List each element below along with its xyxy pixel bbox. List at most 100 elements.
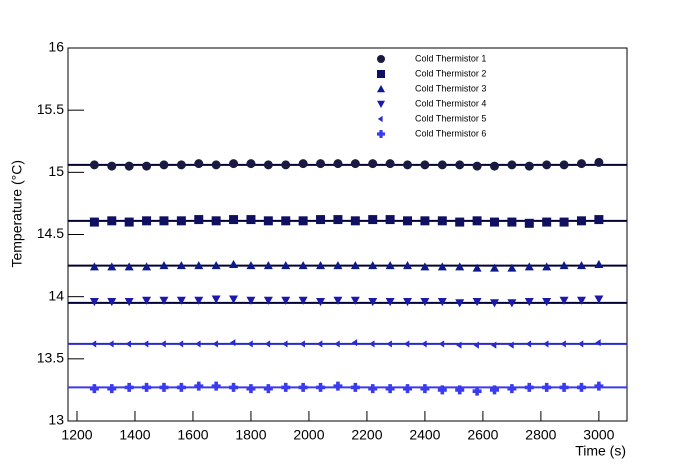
marker — [437, 160, 447, 170]
marker — [89, 384, 99, 394]
marker — [576, 159, 586, 169]
marker — [159, 382, 169, 392]
marker — [229, 295, 239, 304]
marker — [576, 382, 586, 392]
marker — [403, 261, 413, 270]
marker — [229, 382, 239, 392]
marker — [559, 261, 569, 270]
marker — [559, 217, 569, 227]
marker — [594, 259, 604, 268]
marker — [489, 263, 499, 272]
legend-marker — [377, 85, 385, 93]
marker — [281, 216, 291, 226]
marker — [489, 385, 499, 395]
x-tick-label: 1600 — [177, 427, 208, 443]
marker — [281, 296, 291, 305]
marker — [456, 341, 462, 349]
y-tick-label: 15.5 — [37, 101, 64, 117]
marker — [576, 216, 586, 226]
marker — [437, 298, 447, 307]
y-axis-title: Temperature (°C) — [9, 160, 25, 268]
marker — [177, 340, 184, 348]
marker — [125, 340, 131, 348]
marker — [350, 216, 360, 226]
legend-label: Cold Thermistor 4 — [415, 98, 486, 108]
marker — [368, 159, 378, 169]
marker — [142, 216, 152, 226]
marker — [124, 262, 134, 271]
marker — [264, 340, 271, 348]
marker — [455, 160, 465, 170]
marker — [176, 296, 186, 305]
marker — [108, 340, 114, 348]
marker — [403, 298, 413, 307]
marker — [124, 217, 134, 227]
marker — [107, 298, 117, 307]
marker — [437, 262, 447, 271]
x-tick-label: 3000 — [583, 427, 614, 443]
marker — [507, 217, 517, 227]
y-tick-label: 13 — [48, 412, 64, 428]
marker — [420, 298, 430, 307]
marker — [263, 160, 273, 170]
x-axis-title: Time (s) — [575, 443, 626, 459]
marker — [369, 340, 375, 348]
marker — [385, 159, 395, 169]
marker — [403, 340, 410, 348]
marker — [160, 340, 166, 348]
marker — [334, 340, 340, 348]
marker — [594, 295, 604, 304]
marker — [333, 381, 343, 391]
marker — [351, 339, 358, 347]
legend-marker — [377, 70, 385, 78]
marker — [350, 382, 360, 392]
marker — [507, 263, 517, 272]
marker — [107, 161, 117, 171]
marker — [473, 341, 479, 349]
marker — [543, 340, 549, 348]
marker — [576, 296, 586, 305]
marker — [525, 340, 532, 348]
marker — [542, 382, 552, 392]
marker — [176, 216, 186, 226]
marker — [89, 298, 99, 307]
marker — [333, 261, 343, 270]
marker — [507, 160, 517, 170]
marker — [368, 261, 378, 270]
marker — [298, 216, 308, 226]
marker — [472, 298, 482, 307]
marker — [89, 217, 99, 227]
marker — [298, 382, 308, 392]
marker — [194, 381, 204, 391]
marker — [385, 384, 395, 394]
marker — [489, 299, 499, 308]
marker — [385, 298, 395, 307]
marker — [472, 386, 482, 396]
marker — [524, 161, 534, 171]
marker — [403, 384, 413, 394]
marker — [263, 384, 273, 394]
y-tick-label: 13.5 — [37, 350, 64, 366]
x-tick-label: 2200 — [351, 427, 382, 443]
marker — [472, 161, 482, 171]
marker — [176, 261, 186, 270]
marker — [229, 259, 239, 268]
marker — [333, 296, 343, 305]
marker — [159, 296, 169, 305]
marker — [420, 160, 430, 170]
x-tick-label: 1400 — [119, 427, 150, 443]
marker — [542, 217, 552, 227]
marker — [368, 215, 378, 225]
marker — [159, 261, 169, 270]
marker — [194, 296, 204, 305]
x-tick-label: 2600 — [467, 427, 498, 443]
marker — [298, 159, 308, 169]
marker — [559, 296, 569, 305]
legend-marker — [377, 100, 385, 108]
marker — [246, 261, 256, 270]
marker — [124, 382, 134, 392]
legend-label: Cold Thermistor 2 — [415, 68, 486, 78]
marker — [316, 159, 326, 169]
legend-marker — [377, 115, 383, 123]
marker — [542, 262, 552, 271]
